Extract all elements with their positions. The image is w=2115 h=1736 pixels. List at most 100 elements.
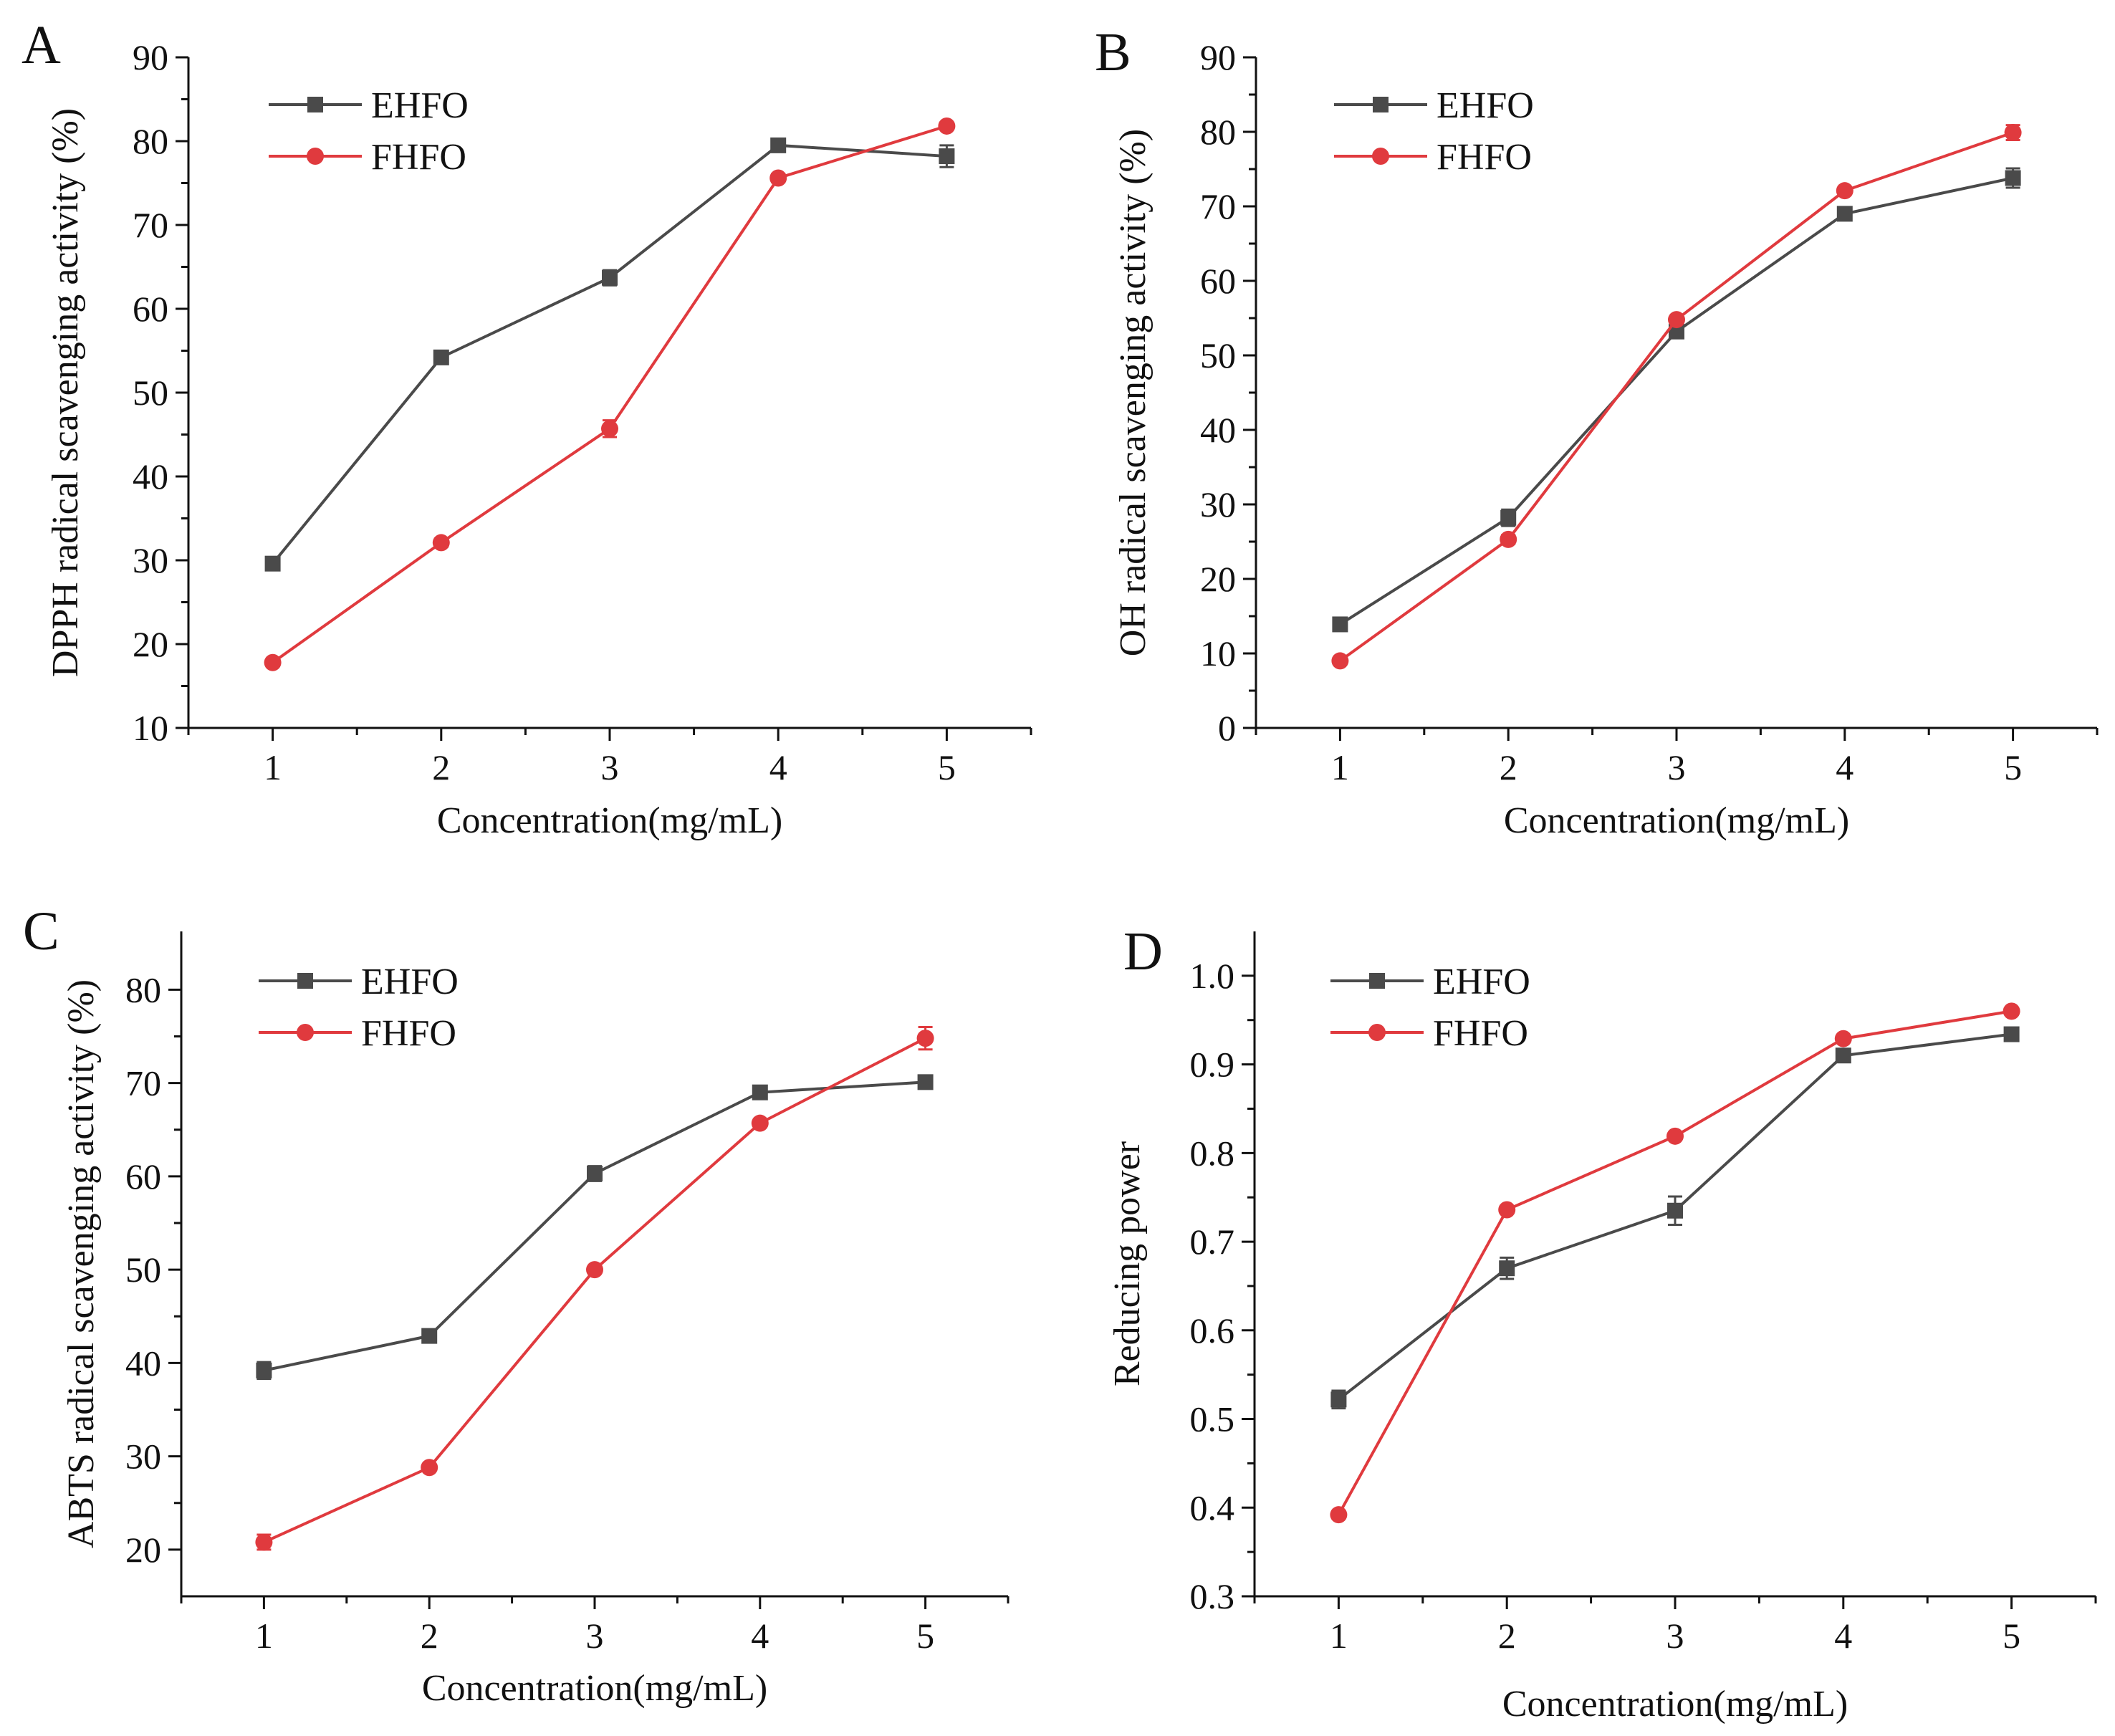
- chart-panel-d: D 0.3 0.4 0.5 0.6 0.7 0.8 0.9 1.0 1 2 3 4 5 Concentrat…: [1107, 921, 2097, 1725]
- legend-label-ehfo: EHFO: [1437, 85, 1534, 126]
- x-axis-title: Concentration(mg/mL): [422, 1668, 767, 1709]
- x-tick-label: 3: [601, 747, 619, 787]
- y-tick-label: 40: [125, 1343, 161, 1383]
- x-tick-label: 4: [769, 747, 787, 787]
- data-point-fhfo: [2004, 124, 2022, 142]
- y-tick-label: 20: [1200, 559, 1236, 599]
- data-point-fhfo: [255, 1533, 273, 1551]
- y-tick-label: 50: [125, 1250, 161, 1290]
- x-tick-label: 1: [255, 1616, 273, 1656]
- data-point-fhfo: [1330, 1506, 1348, 1524]
- data-point-fhfo: [938, 117, 956, 135]
- x-tick-label: 1: [1331, 747, 1349, 787]
- panel-letter: C: [23, 901, 59, 961]
- y-tick-label: 0.8: [1190, 1133, 1235, 1173]
- x-axis-title: Concentration(mg/mL): [1504, 800, 1849, 841]
- series-line-fhfo: [272, 125, 947, 664]
- y-tick-label: 0.4: [1190, 1487, 1235, 1528]
- y-tick-label: 40: [133, 456, 168, 497]
- series-line-ehfo: [1339, 176, 2014, 626]
- legend-marker-ehfo: [1369, 973, 1385, 989]
- y-tick-label: 0.9: [1190, 1045, 1235, 1085]
- y-tick-label: 90: [133, 37, 168, 77]
- data-point-fhfo: [421, 1459, 438, 1477]
- x-tick-label: 2: [1500, 747, 1517, 787]
- x-tick-label: 4: [1834, 1616, 1852, 1656]
- legend-marker-ehfo: [1373, 97, 1389, 112]
- x-tick-label: 1: [1330, 1616, 1348, 1656]
- y-tick-label: 10: [133, 708, 168, 748]
- data-point-fhfo: [1498, 1201, 1516, 1219]
- y-tick-label: 60: [1200, 261, 1236, 301]
- data-point-ehfo: [421, 1328, 438, 1344]
- y-tick-label: 80: [133, 121, 168, 161]
- data-point-fhfo: [586, 1261, 603, 1279]
- data-point-ehfo: [1500, 509, 1517, 526]
- legend-label-ehfo: EHFO: [361, 961, 459, 1002]
- data-point-fhfo: [751, 1114, 769, 1132]
- legend-label-fhfo: FHFO: [1433, 1013, 1528, 1054]
- x-axis-title: Concentration(mg/mL): [437, 800, 782, 841]
- data-point-ehfo: [1330, 1391, 1347, 1408]
- y-tick-label: 30: [1200, 484, 1236, 524]
- y-tick-label: 30: [125, 1437, 161, 1477]
- legend-label-fhfo: FHFO: [361, 1013, 456, 1054]
- y-tick-label: 70: [133, 205, 168, 245]
- series-line-fhfo: [263, 1037, 926, 1544]
- data-point-ehfo: [770, 137, 787, 153]
- panel-letter: B: [1095, 22, 1131, 82]
- x-tick-label: 2: [432, 747, 450, 787]
- data-point-ehfo: [1332, 616, 1348, 633]
- legend-label-ehfo: EHFO: [371, 85, 469, 126]
- data-point-ehfo: [939, 148, 955, 165]
- data-point-fhfo: [432, 534, 450, 552]
- data-point-ehfo: [587, 1165, 603, 1181]
- y-axis-title: Reducing power: [1107, 1141, 1148, 1386]
- legend-label-fhfo: FHFO: [1437, 137, 1532, 178]
- panel-letter: D: [1123, 921, 1163, 982]
- chart-panel-c: C 20 30 40 50 60 70 80 1 2 3 4 5 Concentration(mg/mL)…: [23, 901, 1009, 1709]
- x-tick-label: 5: [2004, 747, 2022, 787]
- data-point-ehfo: [1836, 206, 1853, 222]
- series-line-ehfo: [263, 1080, 926, 1372]
- x-tick-label: 3: [1666, 1616, 1684, 1656]
- y-tick-label: 10: [1200, 633, 1236, 673]
- series-line-fhfo: [1339, 131, 2014, 663]
- data-point-ehfo: [1835, 1047, 1851, 1064]
- data-point-fhfo: [1666, 1127, 1684, 1145]
- y-tick-label: 60: [125, 1156, 161, 1197]
- y-tick-label: 1.0: [1190, 956, 1235, 996]
- legend-marker-ehfo: [307, 97, 323, 112]
- data-point-fhfo: [1834, 1030, 1852, 1047]
- data-point-fhfo: [1331, 652, 1349, 670]
- y-axis-title: ABTS radical scavenging activity (%): [61, 979, 102, 1548]
- x-tick-label: 2: [421, 1616, 438, 1656]
- x-tick-label: 4: [751, 1616, 769, 1656]
- data-point-ehfo: [917, 1074, 934, 1090]
- y-axis-title: DPPH radical scavenging activity (%): [45, 108, 86, 677]
- data-point-fhfo: [1668, 311, 1685, 329]
- data-point-fhfo: [264, 653, 282, 671]
- y-tick-label: 80: [1200, 112, 1236, 152]
- x-tick-label: 1: [264, 747, 282, 787]
- series-line-ehfo: [272, 143, 947, 565]
- y-tick-label: 0.3: [1190, 1576, 1235, 1616]
- data-point-ehfo: [2005, 170, 2021, 186]
- y-tick-label: 50: [1200, 335, 1236, 375]
- data-point-ehfo: [752, 1084, 768, 1100]
- y-tick-label: 60: [133, 289, 168, 329]
- y-tick-label: 0.6: [1190, 1310, 1235, 1351]
- data-point-ehfo: [1499, 1260, 1515, 1277]
- x-tick-label: 3: [586, 1616, 604, 1656]
- data-point-fhfo: [769, 169, 787, 187]
- y-axis-title: OH radical scavenging activity (%): [1113, 129, 1154, 656]
- x-tick-label: 4: [1836, 747, 1853, 787]
- x-tick-label: 2: [1498, 1616, 1516, 1656]
- data-point-fhfo: [601, 420, 618, 438]
- series-line-fhfo: [1337, 1010, 2012, 1516]
- y-tick-label: 0: [1218, 708, 1236, 748]
- y-tick-label: 40: [1200, 410, 1236, 450]
- y-tick-label: 80: [125, 969, 161, 1010]
- legend-label-ehfo: EHFO: [1433, 961, 1530, 1002]
